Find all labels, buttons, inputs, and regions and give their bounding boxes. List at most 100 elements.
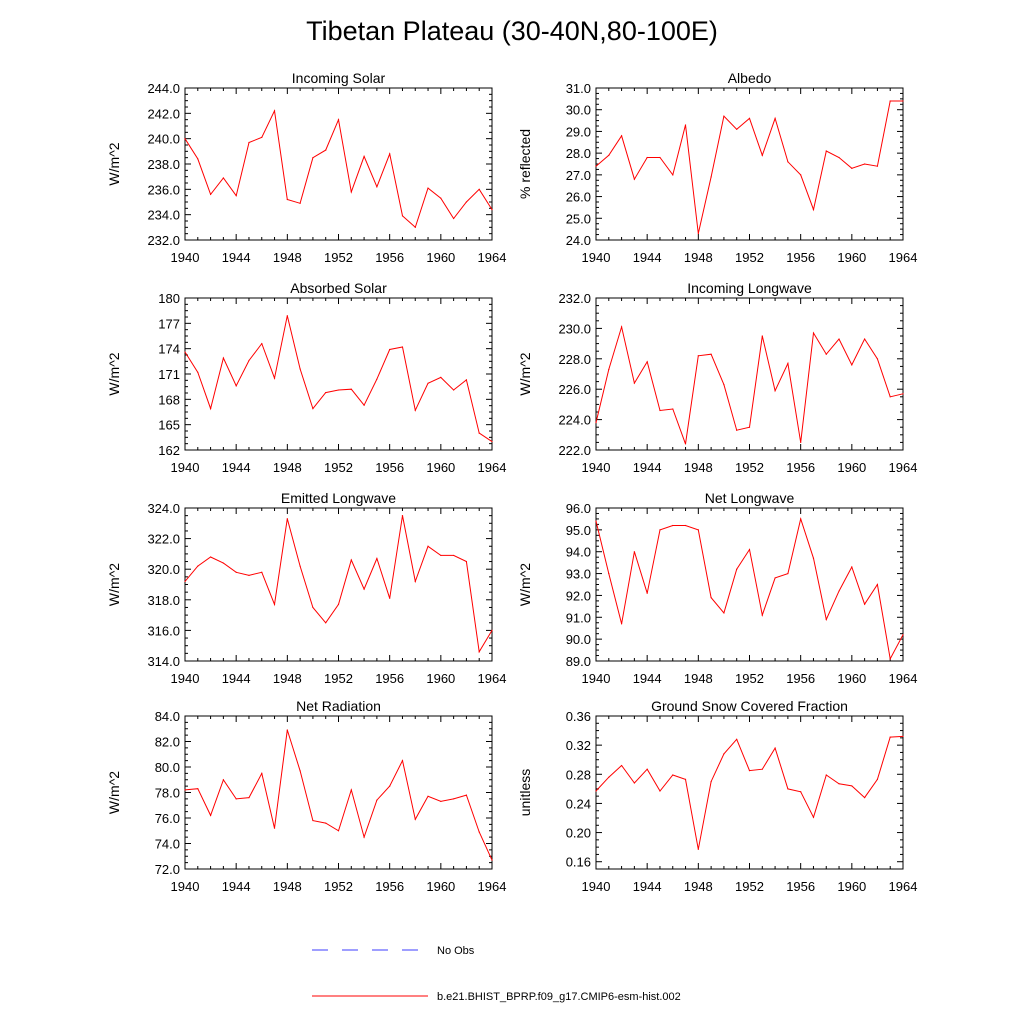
data-point (312, 157, 314, 159)
data-point (659, 529, 661, 531)
y-tick-label: 82.0 (155, 735, 180, 750)
data-point (800, 518, 802, 520)
data-point (684, 778, 687, 780)
data-point (235, 571, 237, 573)
data-point (414, 580, 416, 583)
panel-incoming-longwave: Incoming Longwave W/m^2 1940 1944 1948 1952 19… (517, 280, 917, 475)
y-tick-label: 165 (158, 418, 180, 433)
x-tick-label: 1960 (837, 250, 866, 265)
data-point (414, 818, 416, 820)
data-point (672, 408, 674, 410)
data-point (222, 779, 224, 781)
data-point (235, 195, 237, 197)
data-point (825, 774, 827, 776)
data-point (465, 794, 468, 796)
x-tick-label: 1948 (273, 879, 302, 894)
data-point (876, 778, 879, 780)
data-point (684, 524, 687, 527)
y-axis-label: W/m^2 (106, 771, 122, 814)
data-point (197, 158, 199, 160)
data-point (608, 154, 610, 156)
panel-title: Net Radiation (296, 698, 381, 714)
data-point (608, 572, 610, 575)
data-point (595, 422, 597, 424)
legend-no-obs-label: No Obs (437, 945, 475, 957)
panel-title: Emitted Longwave (281, 490, 396, 506)
data-point (286, 518, 288, 520)
plot-frame (184, 715, 493, 870)
y-tick-label: 174 (158, 342, 180, 357)
data-point (427, 382, 429, 384)
data-point (363, 404, 365, 406)
x-tick-label: 1944 (222, 879, 251, 894)
data-point (478, 432, 480, 434)
data-point (851, 785, 853, 787)
data-point (902, 634, 904, 636)
y-tick-label: 177 (158, 316, 180, 331)
y-tick-label: 224.0 (558, 413, 591, 428)
panel-title: Incoming Solar (292, 70, 386, 86)
x-tick-label: 1944 (633, 671, 662, 686)
data-point (325, 622, 327, 624)
data-point (491, 209, 493, 211)
data-point (761, 768, 763, 770)
y-tick-label: 25.0 (566, 211, 591, 226)
y-tick-label: 0.28 (566, 767, 591, 782)
data-point (453, 798, 455, 800)
x-tick-label: 1944 (633, 250, 662, 265)
data-point (838, 156, 840, 159)
data-point (184, 789, 186, 791)
data-point (697, 232, 699, 235)
data-point (595, 790, 597, 792)
data-point (261, 571, 263, 573)
legend: No Obs b.e21.BHIST_BPRP.f09_g17.CMIP6-es… (312, 945, 681, 1003)
y-tick-label: 95.0 (566, 523, 591, 538)
data-point (376, 378, 378, 380)
data-point (299, 565, 301, 567)
x-tick-label: 1960 (426, 671, 455, 686)
x-tick-label: 1956 (786, 879, 815, 894)
panel-title: Incoming Longwave (687, 280, 812, 296)
panel-title: Net Longwave (705, 490, 795, 506)
x-tick-label: 1952 (735, 460, 764, 475)
y-tick-label: 27.0 (566, 168, 591, 183)
x-tick-label: 1952 (735, 671, 764, 686)
y-tick-label: 94.0 (566, 545, 591, 560)
x-tick-label: 1964 (889, 671, 918, 686)
x-tick-label: 1940 (582, 671, 611, 686)
data-point (633, 782, 635, 784)
data-point (401, 760, 404, 762)
data-point (736, 568, 738, 570)
data-point (414, 409, 416, 411)
x-tick-label: 1964 (889, 879, 918, 894)
data-point (389, 597, 391, 599)
data-point (389, 348, 391, 351)
data-point (337, 830, 340, 832)
data-point (889, 396, 891, 398)
data-point (325, 149, 327, 151)
x-tick-label: 1956 (375, 250, 404, 265)
data-point (774, 747, 776, 749)
x-tick-label: 1952 (324, 460, 353, 475)
y-tick-label: 232.0 (147, 233, 180, 248)
data-point (876, 583, 879, 586)
y-tick-label: 93.0 (566, 567, 591, 582)
panel-net-longwave: Net Longwave W/m^2 1940 1944 1948 1952 1956 196… (517, 490, 917, 686)
data-point (491, 859, 493, 861)
data-point (286, 198, 288, 201)
y-tick-label: 320.0 (147, 562, 180, 577)
data-point (401, 215, 404, 217)
data-point (659, 790, 661, 792)
plot-frame (595, 507, 904, 662)
data-point (748, 117, 751, 119)
data-point (197, 565, 199, 567)
x-tick-label: 1952 (735, 879, 764, 894)
data-point (659, 409, 661, 412)
data-point (465, 560, 468, 563)
data-point (876, 358, 879, 360)
data-point (659, 156, 661, 159)
data-point (184, 351, 186, 353)
x-tick-label: 1940 (171, 460, 200, 475)
data-point (864, 163, 866, 165)
y-tick-label: 90.0 (566, 632, 591, 647)
